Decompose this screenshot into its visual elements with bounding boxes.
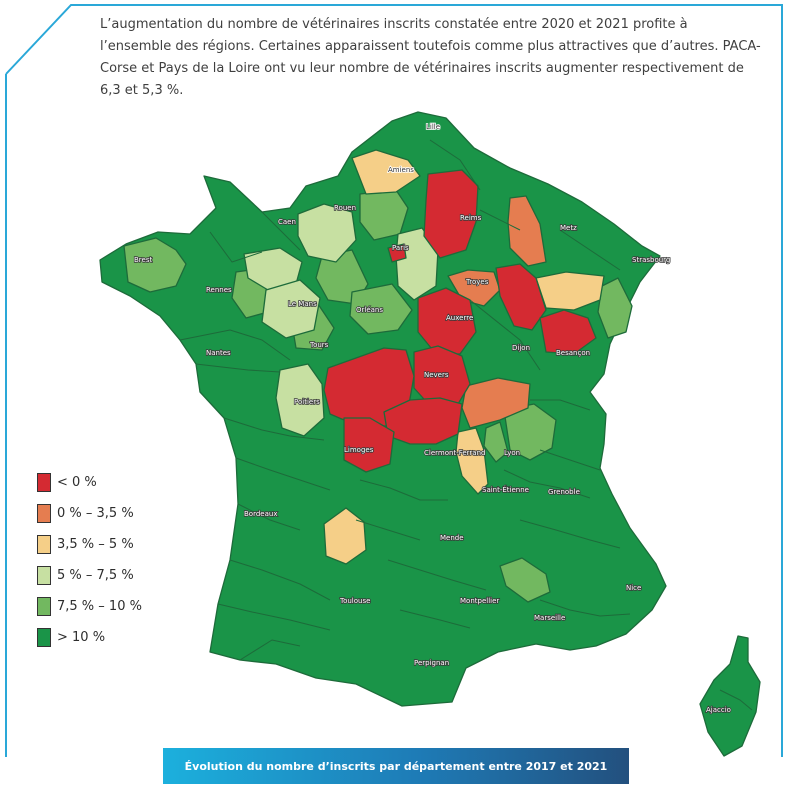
city-caen: Caen bbox=[278, 218, 296, 226]
legend-swatch bbox=[37, 566, 51, 585]
dept-haute-vienne bbox=[343, 417, 395, 473]
department-regions bbox=[99, 111, 761, 757]
legend-item: 7,5 % – 10 % bbox=[37, 591, 177, 622]
city-mende: Mende bbox=[440, 534, 464, 542]
map-legend: < 0 % 0 % – 3,5 % 3,5 % – 5 % 5 % – 7,5 % 7,… bbox=[37, 467, 177, 653]
department-boundaries bbox=[179, 139, 753, 711]
dept-loire bbox=[455, 427, 489, 495]
legend-label: > 10 % bbox=[57, 630, 106, 645]
legend-item: 0 % – 3,5 % bbox=[37, 498, 177, 529]
city-nice: Nice bbox=[626, 584, 641, 592]
legend-swatch bbox=[37, 504, 51, 523]
dept-aisne bbox=[423, 169, 479, 259]
legend-item: > 10 % bbox=[37, 622, 177, 653]
dept-doubs bbox=[597, 277, 633, 339]
legend-item: 3,5 % – 5 % bbox=[37, 529, 177, 560]
city-nantes: Nantes bbox=[206, 349, 231, 357]
city-reims: Reims bbox=[460, 214, 482, 222]
city-montpellier: Montpellier bbox=[460, 597, 499, 605]
dept-allier-creuse bbox=[383, 397, 463, 445]
dept-haute-saone bbox=[539, 309, 597, 355]
city-troyes: Troyes bbox=[465, 278, 489, 286]
legend-label: 0 % – 3,5 % bbox=[57, 506, 134, 521]
city-nevers: Nevers bbox=[424, 371, 449, 379]
dept-saone-et-loire bbox=[461, 377, 531, 429]
dept-rhone bbox=[483, 421, 509, 463]
legend-swatch bbox=[37, 597, 51, 616]
dept-seine-maritime bbox=[297, 203, 357, 263]
dept-loiret bbox=[349, 283, 413, 335]
city-orleans: Orléans bbox=[356, 306, 383, 314]
intro-paragraph: L’augmentation du nombre de vétérinaires… bbox=[100, 17, 761, 98]
city-marseille: Marseille bbox=[534, 614, 565, 622]
legend-item: < 0 % bbox=[37, 467, 177, 498]
city-besancon: Besançon bbox=[556, 349, 590, 357]
legend-swatch bbox=[37, 473, 51, 492]
legend-label: < 0 % bbox=[57, 475, 97, 490]
city-auxerre: Auxerre bbox=[446, 314, 473, 322]
city-ajaccio: Ajaccio bbox=[706, 706, 731, 714]
dept-nievre bbox=[413, 345, 471, 409]
legend-label: 5 % – 7,5 % bbox=[57, 568, 134, 583]
dept-lot bbox=[323, 507, 367, 565]
city-clermont-ferrand: Clermont-Ferrand bbox=[424, 449, 485, 457]
dept-haute-marne bbox=[495, 263, 547, 331]
dept-vaucluse bbox=[499, 557, 551, 603]
dept-paris bbox=[387, 243, 407, 263]
city-dijon: Dijon bbox=[512, 344, 530, 352]
city-bordeaux: Bordeaux bbox=[244, 510, 277, 518]
legend-swatch bbox=[37, 535, 51, 554]
city-metz: Metz bbox=[560, 224, 577, 232]
city-amiens: Amiens bbox=[388, 166, 414, 174]
dept-somme bbox=[351, 149, 421, 195]
city-labels: Lille Amiens Rouen Caen Paris Reims Metz… bbox=[133, 122, 732, 715]
city-grenoble: Grenoble bbox=[548, 488, 580, 496]
dept-yonne bbox=[417, 287, 477, 355]
dept-ain bbox=[503, 403, 557, 461]
dept-marne-east bbox=[507, 195, 547, 267]
legend-item: 5 % – 7,5 % bbox=[37, 560, 177, 591]
city-toulouse: Toulouse bbox=[339, 597, 370, 605]
dept-finistere bbox=[123, 237, 187, 293]
city-tours: Tours bbox=[309, 341, 329, 349]
dept-sarthe bbox=[261, 279, 321, 339]
legend-label: 3,5 % – 5 % bbox=[57, 537, 134, 552]
city-lille: Lille bbox=[426, 123, 440, 131]
city-strasbourg: Strasbourg bbox=[632, 256, 670, 264]
map-caption: Évolution du nombre d’inscrits par dépar… bbox=[163, 748, 629, 784]
legend-swatch bbox=[37, 628, 51, 647]
city-rouen: Rouen bbox=[334, 204, 356, 212]
city-limoges: Limoges bbox=[344, 446, 374, 454]
dept-vienne bbox=[275, 363, 325, 437]
corsica bbox=[699, 635, 761, 757]
city-lyon: Lyon bbox=[504, 449, 520, 457]
city-brest: Brest bbox=[134, 256, 152, 264]
city-paris: Paris bbox=[392, 244, 409, 252]
city-poitiers: Poitiers bbox=[294, 398, 320, 406]
city-saint-etienne: Saint-Étienne bbox=[482, 485, 529, 494]
city-le-mans: Le Mans bbox=[288, 300, 317, 308]
legend-label: 7,5 % – 10 % bbox=[57, 599, 142, 614]
city-perpignan: Perpignan bbox=[414, 659, 449, 667]
city-rennes: Rennes bbox=[206, 286, 232, 294]
frame-outline bbox=[5, 4, 783, 757]
